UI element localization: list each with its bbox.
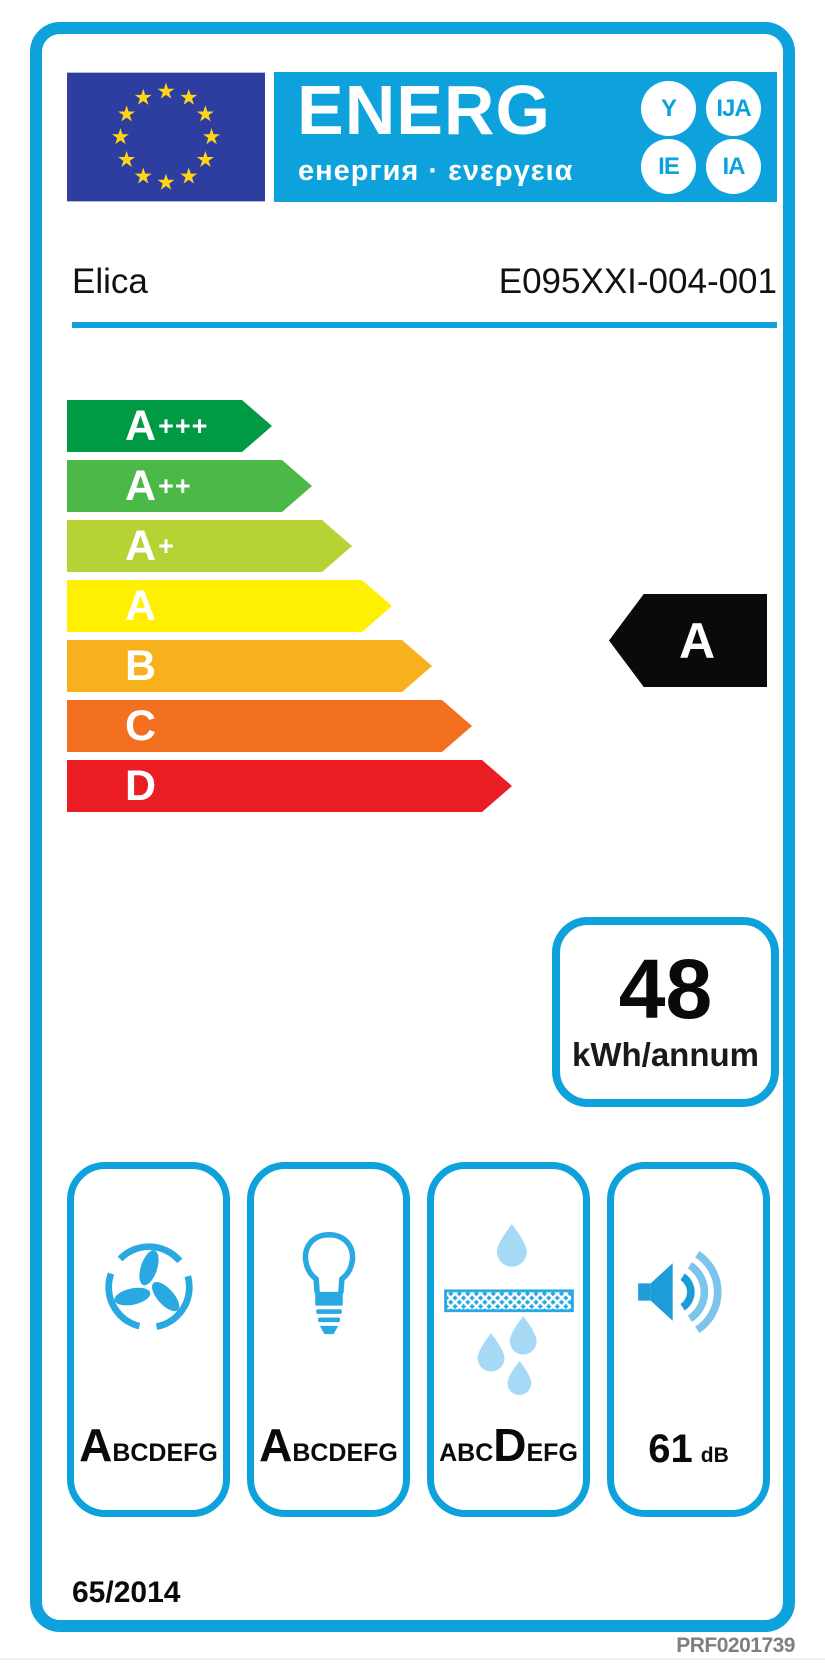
class-row-a-plus-plus: A ++	[67, 460, 312, 512]
lighting-class-letters: ABCDEFG	[259, 1419, 398, 1471]
noise-value: 61 dB	[648, 1427, 729, 1471]
energy-value: 48	[618, 942, 713, 1036]
energ-suffix-circles: Y IJA IE IA	[641, 81, 761, 194]
model-number: E095XXI-004-001	[498, 262, 777, 301]
energy-consumption-box: 48 kWh/annum	[552, 917, 779, 1107]
class-row-b: B	[67, 640, 432, 692]
energy-class-scale: A +++ A ++ A + A B C D	[67, 400, 512, 820]
class-row-c: C	[67, 700, 472, 752]
suffix-circle-ija: IJA	[706, 81, 761, 136]
bulb-icon	[302, 1232, 355, 1335]
class-row-a-plus-plus-plus: A +++	[67, 400, 272, 452]
class-row-a: A	[67, 580, 392, 632]
energy-unit: kWh/annum	[572, 1036, 759, 1073]
current-class-arrow: A	[609, 594, 767, 687]
reference-code: PRF0201739	[676, 1634, 795, 1657]
eu-flag	[67, 72, 265, 202]
energ-subtitle: енергия · ενεργεια	[298, 155, 574, 187]
fan-class-letters: ABCDEFG	[79, 1419, 218, 1471]
current-class-letter: A	[678, 612, 716, 669]
brand-name: Elica	[72, 262, 148, 301]
brand-row: Elica E095XXI-004-001	[72, 262, 777, 302]
metric-lighting-efficiency: ABCDEFG	[247, 1162, 410, 1517]
bottom-divider	[0, 1658, 825, 1660]
suffix-circle-ia: IA	[706, 139, 761, 194]
noise-icon	[637, 1250, 722, 1334]
energ-logo: ENERG енергия · ενεργεια Y IJA IE IA	[274, 72, 777, 202]
grease-filter-icon	[443, 1224, 574, 1395]
metric-grease-filtering-efficiency: ABCDEFG	[427, 1162, 590, 1517]
eu-flag-image	[67, 72, 265, 202]
class-row-d: D	[67, 760, 512, 812]
fan-icon	[104, 1243, 193, 1331]
regulation-number: 65/2014	[72, 1576, 181, 1609]
suffix-circle-ie: IE	[641, 139, 696, 194]
metric-noise-level: 61 dB	[607, 1162, 770, 1517]
suffix-circle-y: Y	[641, 81, 696, 136]
class-row-a-plus: A +	[67, 520, 352, 572]
metric-fluid-dynamic-efficiency: ABCDEFG	[67, 1162, 230, 1517]
energ-word: ENERG	[297, 71, 551, 149]
label-frame: ENERG енергия · ενεργεια Y IJA IE IA Eli…	[30, 22, 795, 1632]
grease-class-letters: ABCDEFG	[439, 1419, 578, 1471]
header-divider	[72, 322, 777, 328]
